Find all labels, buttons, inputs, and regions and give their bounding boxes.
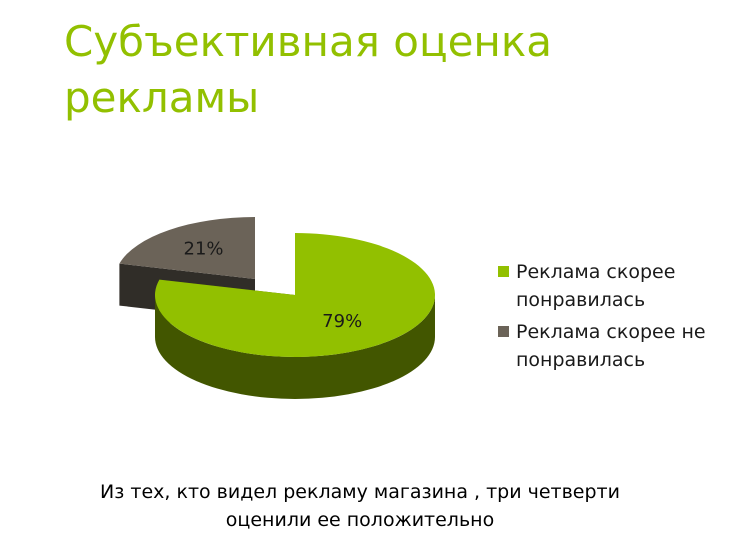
legend-swatch xyxy=(498,266,509,277)
legend-label: Реклама скорее не понравилась xyxy=(516,321,706,371)
slice xyxy=(119,217,255,279)
legend-item: Реклама скорее не понравилась xyxy=(496,318,736,374)
legend-label: Реклама скорее понравилась xyxy=(516,261,676,311)
data-label: 79% xyxy=(322,311,362,332)
slice xyxy=(154,233,435,357)
chart-title: Субъективная оценка рекламы xyxy=(64,17,552,122)
legend-item: Реклама скорее понравилась xyxy=(496,258,736,314)
legend-swatch xyxy=(498,326,509,337)
caption: Из тех, кто видел рекламу магазина , три… xyxy=(100,481,620,531)
slice-side xyxy=(155,295,435,399)
data-label: 21% xyxy=(184,239,224,260)
legend: Реклама скорее понравилась Реклама скорее… xyxy=(496,258,736,378)
